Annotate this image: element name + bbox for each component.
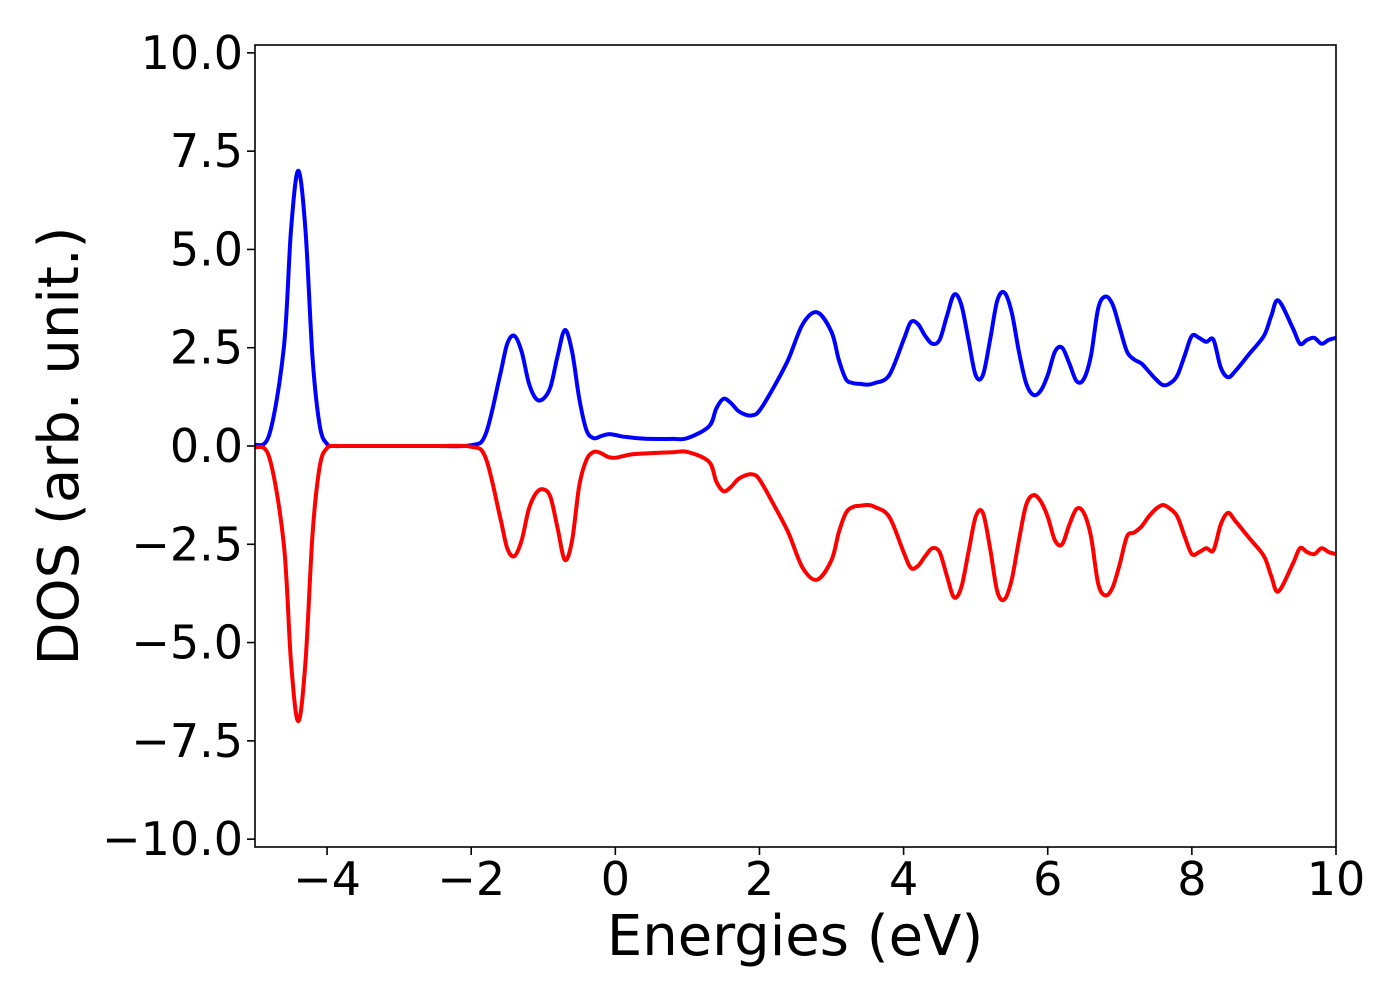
x-tick-label: 8 xyxy=(1177,852,1206,906)
series-line-spin-down xyxy=(253,443,1337,724)
y-axis-ticks: 10.0 7.5 5.0 2.5 0.0 −2.5 −5.0 −7.5 −10.0 xyxy=(102,26,255,866)
x-tick-label: −4 xyxy=(293,852,361,906)
x-tick-label: −2 xyxy=(437,852,505,906)
x-axis-ticks: −4 −2 0 2 4 6 8 10 xyxy=(293,847,1365,906)
x-tick-label: 4 xyxy=(889,852,918,906)
y-tick-label: −7.5 xyxy=(131,714,243,768)
y-tick-label: 10.0 xyxy=(141,26,243,80)
y-tick-label: −5.0 xyxy=(131,616,243,670)
y-tick-label: 5.0 xyxy=(170,222,243,276)
series-layer xyxy=(253,168,1337,724)
x-tick-label: 0 xyxy=(601,852,630,906)
x-tick-label: 6 xyxy=(1033,852,1062,906)
x-axis-label: Energies (eV) xyxy=(607,904,983,969)
y-tick-label: 7.5 xyxy=(170,124,243,178)
y-tick-label: 0.0 xyxy=(170,419,243,473)
y-tick-label: −2.5 xyxy=(131,517,243,571)
y-tick-label: 2.5 xyxy=(170,321,243,375)
y-tick-label: −10.0 xyxy=(102,812,243,866)
series-line-spin-up xyxy=(253,168,1337,449)
x-tick-label: 10 xyxy=(1307,852,1366,906)
x-tick-label: 2 xyxy=(745,852,774,906)
y-axis-label: DOS (arb. unit.) xyxy=(27,226,92,665)
